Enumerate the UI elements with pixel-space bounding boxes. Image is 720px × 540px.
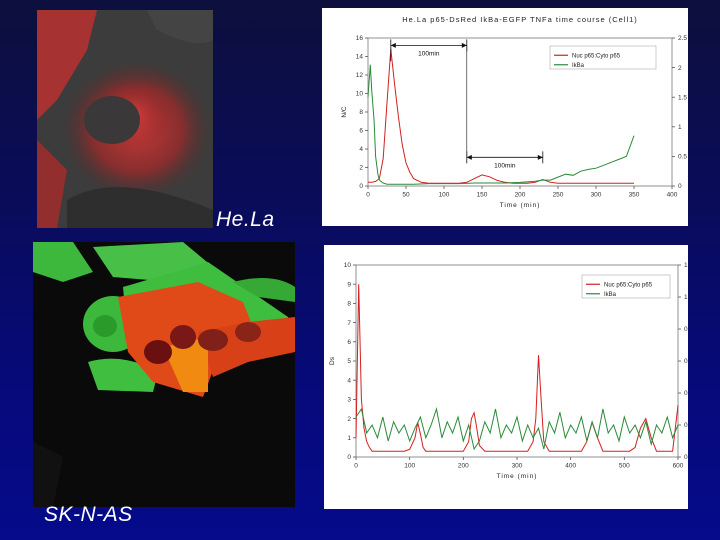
x-tick-label: 400 (667, 192, 678, 199)
series-line-ikba (355, 407, 679, 451)
y-right-tick-label: 1.2 (684, 262, 688, 269)
hela-time-course-chart: He.La p65-DsRed IkBa-EGFP TNFa time cour… (322, 8, 688, 226)
x-tick-label: 200 (515, 192, 526, 199)
x-tick-label: 300 (591, 192, 602, 199)
x-tick-label: 100 (439, 192, 450, 199)
x-tick-label: 250 (553, 192, 564, 199)
y-right-tick-label: 0.6 (684, 358, 688, 365)
y-tick-label: 8 (359, 109, 363, 116)
annotation-100min-2-head-left (466, 154, 472, 160)
series-line-nuc-cyto-p65 (355, 284, 679, 452)
x-tick-label: 300 (512, 463, 523, 470)
y-tick-label: 4 (359, 146, 363, 153)
y-tick-label: 10 (344, 262, 352, 269)
x-tick-label: 0 (354, 463, 358, 470)
sknas-label: SK-N-AS (44, 503, 133, 526)
hela-micrograph (37, 10, 213, 228)
y-tick-label: 2 (347, 416, 351, 423)
y-tick-label: 16 (356, 35, 364, 42)
y-tick-label: 12 (356, 72, 364, 79)
x-tick-label: 400 (565, 463, 576, 470)
y-tick-label: 6 (359, 128, 363, 135)
x-tick-label: 500 (619, 463, 630, 470)
y-right-tick-label: 0.5 (678, 154, 687, 161)
y-tick-label: 9 (347, 281, 351, 288)
x-tick-label: 50 (402, 192, 410, 199)
hela-micrograph-image (37, 10, 213, 228)
legend-entry: IkBa (604, 292, 617, 298)
y-tick-label: 2 (359, 165, 363, 172)
y-right-tick-label: 1.5 (678, 94, 687, 101)
annotation-100min-1-head-right (461, 42, 467, 48)
y-tick-label: 0 (359, 183, 363, 190)
sknas-time-course-svg: 010020030040050060001234567891000.20.40.… (329, 262, 706, 480)
y-right-tick-label: 0.4 (684, 390, 688, 397)
annotation-100min-1-label: 100min (418, 51, 440, 58)
annotation-100min-2-label: 100min (494, 163, 516, 170)
y-axis-label: Ds (329, 356, 336, 365)
hela-label: He.La (216, 208, 275, 231)
y-tick-label: 0 (347, 454, 351, 461)
y-right-tick-label: 2 (678, 65, 682, 72)
x-tick-label: 100 (404, 463, 415, 470)
y-tick-label: 8 (347, 301, 351, 308)
y-tick-label: 4 (347, 377, 351, 384)
hela-time-course-svg: He.La p65-DsRed IkBa-EGFP TNFa time cour… (341, 15, 687, 209)
y-tick-label: 7 (347, 320, 351, 327)
y-right-tick-label: 1 (678, 124, 682, 131)
legend-box (581, 274, 671, 299)
sknas-micrograph-image (33, 242, 295, 507)
x-tick-label: 150 (477, 192, 488, 199)
y-right-tick-label: 1 (684, 294, 688, 301)
x-tick-label: 200 (458, 463, 469, 470)
legend-entry: IkBa (572, 63, 585, 69)
y-tick-label: 1 (347, 435, 351, 442)
y-tick-label: 10 (356, 91, 364, 98)
x-axis-label: Time (min) (497, 473, 538, 480)
x-tick-label: 0 (366, 192, 370, 199)
annotation-100min-2-head-right (537, 154, 543, 160)
legend-entry: Nuc p65:Cyto p65 (604, 282, 653, 288)
y-right-tick-label: 0.8 (684, 326, 688, 333)
legend-box (549, 45, 657, 70)
y-tick-label: 14 (356, 54, 364, 61)
y-right-tick-label: 0 (684, 454, 688, 461)
sknas-time-course-chart: 010020030040050060001234567891000.20.40.… (324, 245, 706, 509)
x-tick-label: 350 (629, 192, 640, 199)
x-tick-label: 600 (673, 463, 684, 470)
y-right-tick-label: 2.5 (678, 35, 687, 42)
legend-entry: Nuc p65:Cyto p65 (572, 53, 621, 59)
annotation-100min-1-head-left (390, 42, 396, 48)
x-axis-label: Time (min) (500, 202, 541, 209)
y-tick-label: 6 (347, 339, 351, 346)
y-right-tick-label: 0 (678, 183, 682, 190)
sknas-micrograph (33, 242, 295, 507)
y-tick-label: 5 (347, 358, 351, 365)
series-line-ikba (367, 64, 635, 185)
y-right-tick-label: 0.2 (684, 422, 688, 429)
series-line-nuc-cyto-p65 (368, 49, 634, 184)
y-axis-label: N/C (341, 106, 348, 118)
chart-title: He.La p65-DsRed IkBa-EGFP TNFa time cour… (402, 15, 638, 24)
y-tick-label: 3 (347, 397, 351, 404)
